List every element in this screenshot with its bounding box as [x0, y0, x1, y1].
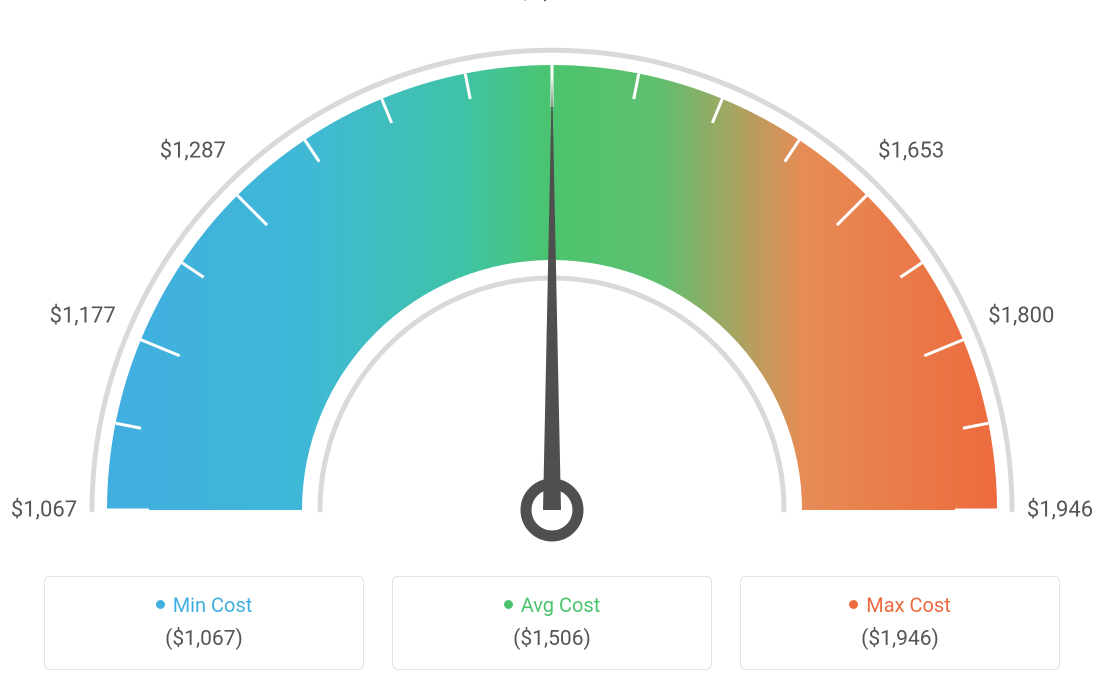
legend-dot-icon — [849, 600, 858, 609]
gauge-tick-label: $1,177 — [50, 303, 116, 328]
legend-card-title: Avg Cost — [393, 593, 711, 617]
legend-card-title: Max Cost — [741, 593, 1059, 617]
gauge-chart: $1,067 $1,177 $1,287 $1,506 $1,653 $1,800 $1,9… — [0, 0, 1104, 560]
legend-card-title: Min Cost — [45, 593, 363, 617]
gauge-svg — [0, 0, 1104, 560]
legend-dot-icon — [156, 600, 165, 609]
legend-title-text: Max Cost — [866, 593, 951, 617]
legend-card: Max Cost ($1,946) — [740, 576, 1060, 670]
legend-card: Avg Cost ($1,506) — [392, 576, 712, 670]
gauge-tick-label: $1,506 — [519, 0, 585, 5]
gauge-tick-label: $1,067 — [11, 498, 77, 523]
legend-card-value: ($1,506) — [393, 627, 711, 651]
gauge-tick-label: $1,946 — [1027, 498, 1093, 523]
legend-dot-icon — [504, 600, 513, 609]
gauge-tick-label: $1,653 — [878, 138, 944, 163]
legend-title-text: Avg Cost — [521, 593, 601, 617]
legend-card: Min Cost ($1,067) — [44, 576, 364, 670]
legend-row: Min Cost ($1,067) Avg Cost ($1,506) Max Cost… — [0, 576, 1104, 670]
legend-card-value: ($1,946) — [741, 627, 1059, 651]
legend-card-value: ($1,067) — [45, 627, 363, 651]
legend-title-text: Min Cost — [173, 593, 253, 617]
gauge-tick-label: $1,287 — [160, 138, 226, 163]
gauge-tick-label: $1,800 — [988, 303, 1054, 328]
